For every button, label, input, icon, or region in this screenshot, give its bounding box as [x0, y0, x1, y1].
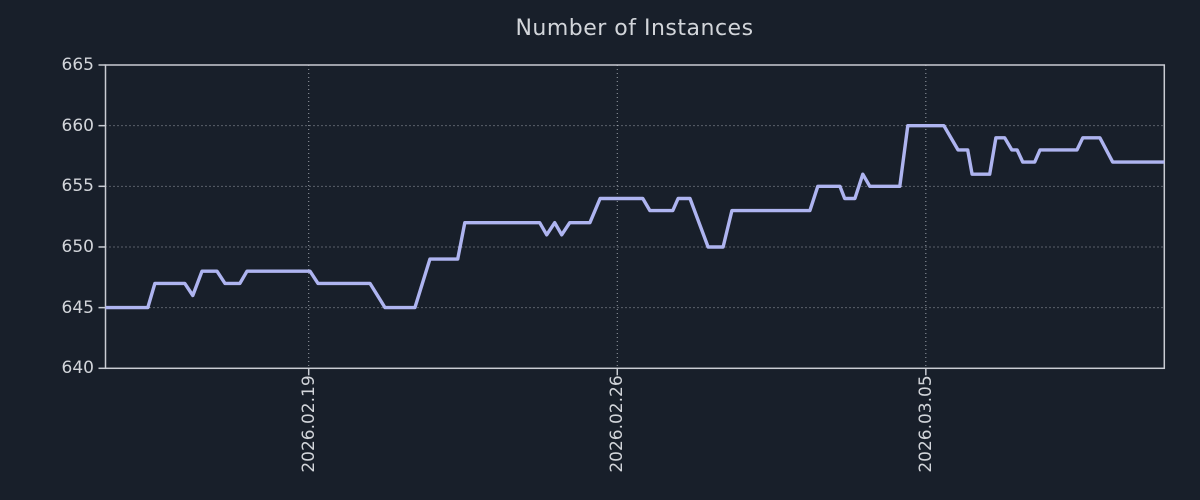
y-tick-label: 660 [61, 115, 94, 136]
x-tick-label: 2026.02.26 [607, 375, 628, 473]
x-tick-label: 2026.02.19 [298, 375, 319, 473]
y-tick-label: 640 [61, 358, 94, 379]
plot-border [104, 64, 1166, 370]
y-tick-label: 650 [61, 236, 94, 257]
x-tick-label: 2026.03.05 [915, 375, 936, 473]
y-tick-label: 665 [61, 55, 94, 75]
chart-title: Number of Instances [515, 16, 754, 41]
y-tick-label: 645 [61, 297, 94, 318]
y-tick-label: 655 [61, 176, 94, 197]
data-line [105, 123, 1165, 310]
